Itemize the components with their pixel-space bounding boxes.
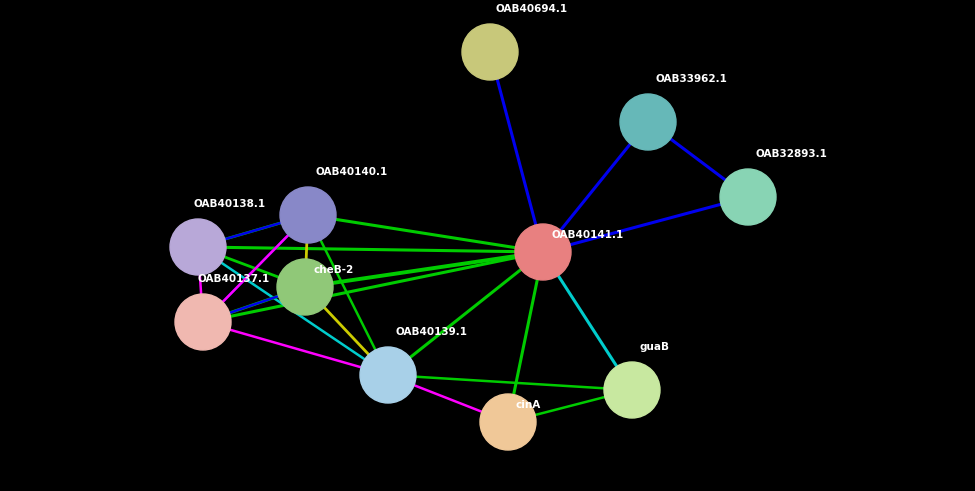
Text: OAB40139.1: OAB40139.1 [396,327,468,337]
Circle shape [175,294,231,350]
Circle shape [720,169,776,225]
Text: OAB40140.1: OAB40140.1 [316,167,388,177]
Text: OAB40694.1: OAB40694.1 [495,4,567,14]
Circle shape [604,362,660,418]
Text: OAB32893.1: OAB32893.1 [756,149,828,159]
Circle shape [480,394,536,450]
Circle shape [170,219,226,275]
Text: OAB33962.1: OAB33962.1 [656,74,728,84]
Circle shape [277,259,333,315]
Circle shape [280,187,336,243]
Circle shape [462,24,518,80]
Text: cheB-2: cheB-2 [313,265,353,275]
Circle shape [620,94,676,150]
Circle shape [360,347,416,403]
Circle shape [515,224,571,280]
Text: cinA: cinA [516,400,541,410]
Text: OAB40138.1: OAB40138.1 [193,199,265,209]
Text: guaB: guaB [640,342,670,352]
Text: OAB40141.1: OAB40141.1 [551,230,623,240]
Text: OAB40137.1: OAB40137.1 [198,274,270,284]
